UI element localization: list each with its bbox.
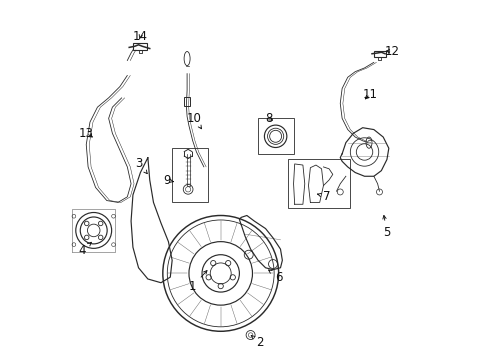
Text: 1: 1 [189, 271, 207, 293]
Text: 10: 10 [187, 112, 202, 129]
Text: 6: 6 [269, 270, 282, 284]
Text: 7: 7 [318, 190, 331, 203]
Text: 9: 9 [163, 174, 173, 186]
Text: 14: 14 [133, 30, 148, 43]
Text: 8: 8 [266, 112, 273, 125]
Text: 12: 12 [385, 45, 400, 58]
Bar [374, 51, 386, 57]
Bar [288, 159, 349, 208]
Text: 4: 4 [79, 242, 91, 257]
Bar [172, 148, 208, 202]
Bar [133, 43, 147, 50]
Bar [258, 118, 294, 154]
Text: 3: 3 [135, 157, 147, 174]
Text: 5: 5 [383, 216, 391, 239]
Text: 2: 2 [251, 336, 264, 349]
Text: 11: 11 [363, 87, 378, 100]
Bar [184, 97, 191, 106]
Text: 13: 13 [79, 127, 94, 140]
